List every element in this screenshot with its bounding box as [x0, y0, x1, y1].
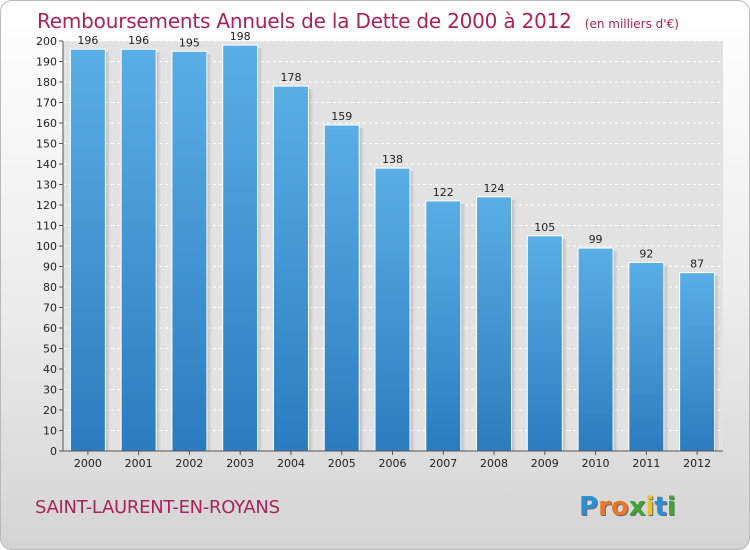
x-tick-label: 2003 — [226, 457, 254, 470]
logo-letter: i — [645, 492, 655, 522]
y-tick-label: 160 — [36, 117, 57, 130]
bar-2002 — [171, 50, 208, 452]
bar-2004 — [272, 85, 309, 452]
data-label-2010: 99 — [589, 233, 603, 246]
y-tick-label: 60 — [43, 322, 57, 335]
y-tick-label: 20 — [43, 404, 57, 417]
x-tick-label: 2001 — [125, 457, 153, 470]
data-label-2005: 159 — [331, 110, 352, 123]
x-tick-label: 2004 — [277, 457, 305, 470]
bar-2007 — [425, 200, 462, 452]
y-tick-label: 70 — [43, 302, 57, 315]
x-tick-label: 2009 — [531, 457, 559, 470]
data-label-2006: 138 — [382, 153, 403, 166]
logo-letter: o — [610, 492, 629, 522]
bar-shadow — [410, 171, 415, 451]
bar-2008 — [476, 196, 513, 452]
y-tick-label: 150 — [36, 138, 57, 151]
x-tick-label: 2002 — [175, 457, 203, 470]
y-tick-label: 140 — [36, 158, 57, 171]
x-tick-label: 2006 — [379, 457, 407, 470]
data-label-2000: 196 — [77, 34, 98, 47]
data-label-2007: 122 — [433, 186, 454, 199]
x-tick-label: 2000 — [74, 457, 102, 470]
bar-shadow — [511, 199, 517, 451]
bar-shadow — [308, 89, 314, 451]
y-tick-label: 180 — [36, 76, 57, 89]
data-label-2009: 105 — [534, 221, 555, 234]
y-tick-label: 10 — [43, 425, 57, 438]
bar-2009 — [526, 235, 563, 452]
bar-2001 — [120, 48, 157, 452]
data-label-2001: 196 — [128, 34, 149, 47]
y-tick-label: 40 — [43, 363, 57, 376]
bar-2011 — [628, 261, 665, 452]
chart-header: Remboursements Annuels de la Dette de 20… — [37, 9, 679, 33]
bar-2012 — [679, 272, 716, 452]
bar-shadow — [613, 251, 619, 451]
logo-letter: r — [598, 492, 611, 522]
bar-shadow — [562, 238, 568, 451]
data-label-2002: 195 — [179, 36, 200, 49]
bar-2003 — [222, 44, 259, 452]
data-label-2008: 124 — [484, 182, 505, 195]
x-tick-label: 2005 — [328, 457, 356, 470]
x-tick-label: 2007 — [429, 457, 457, 470]
y-tick-label: 200 — [36, 35, 57, 48]
bar-shadow — [156, 52, 162, 451]
bar-2000 — [69, 48, 106, 452]
y-tick-label: 120 — [36, 199, 57, 212]
y-tick-label: 0 — [50, 445, 57, 458]
data-label-2011: 92 — [639, 247, 653, 260]
logo-letter: P — [579, 492, 599, 522]
data-label-2012: 87 — [690, 258, 704, 271]
y-tick-label: 110 — [36, 220, 57, 233]
bar-shadow — [206, 54, 212, 451]
chart-title: Remboursements Annuels de la Dette de 20… — [37, 9, 572, 33]
bar-shadow — [257, 48, 263, 451]
proxiti-logo: Proxiti — [579, 492, 676, 522]
bar-shadow — [359, 128, 365, 452]
x-tick-label: 2008 — [480, 457, 508, 470]
y-tick-label: 170 — [36, 97, 57, 110]
bar-2005 — [323, 124, 360, 452]
logo-letter: t — [654, 492, 667, 522]
y-tick-label: 80 — [43, 281, 57, 294]
bar-2006 — [374, 167, 411, 452]
x-tick-label: 2012 — [683, 457, 711, 470]
bar-shadow — [714, 275, 720, 451]
logo-letter: i — [666, 492, 676, 522]
y-tick-label: 130 — [36, 179, 57, 192]
data-label-2003: 198 — [230, 30, 251, 43]
y-tick-label: 30 — [43, 384, 57, 397]
bar-shadow — [105, 52, 111, 451]
data-label-2004: 178 — [280, 71, 301, 84]
chart-subtitle: (en milliers d'€) — [584, 17, 679, 31]
city-name: SAINT-LAURENT-EN-ROYANS — [35, 497, 280, 518]
x-tick-label: 2011 — [632, 457, 660, 470]
y-tick-label: 90 — [43, 261, 57, 274]
y-tick-label: 100 — [36, 240, 57, 253]
y-tick-label: 190 — [36, 56, 57, 69]
bar-shadow — [460, 203, 466, 451]
y-tick-label: 50 — [43, 343, 57, 356]
x-tick-label: 2010 — [582, 457, 610, 470]
logo-letter: x — [628, 492, 646, 522]
bar-2010 — [577, 247, 614, 452]
bar-shadow — [663, 265, 669, 451]
